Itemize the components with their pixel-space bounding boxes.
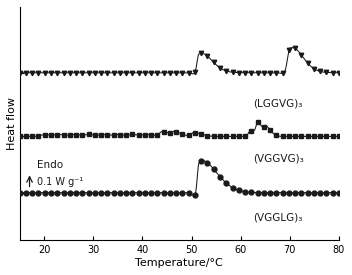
Text: (VGGVG)₃: (VGGVG)₃ xyxy=(253,154,304,164)
Text: (LGGVG)₃: (LGGVG)₃ xyxy=(253,98,302,109)
Text: (VGGLG)₃: (VGGLG)₃ xyxy=(253,212,302,222)
Text: 0.1 W g⁻¹: 0.1 W g⁻¹ xyxy=(37,177,83,187)
Text: Endo: Endo xyxy=(37,160,63,170)
Y-axis label: Heat flow: Heat flow xyxy=(7,97,17,150)
X-axis label: Temperature/°C: Temperature/°C xyxy=(136,258,223,268)
